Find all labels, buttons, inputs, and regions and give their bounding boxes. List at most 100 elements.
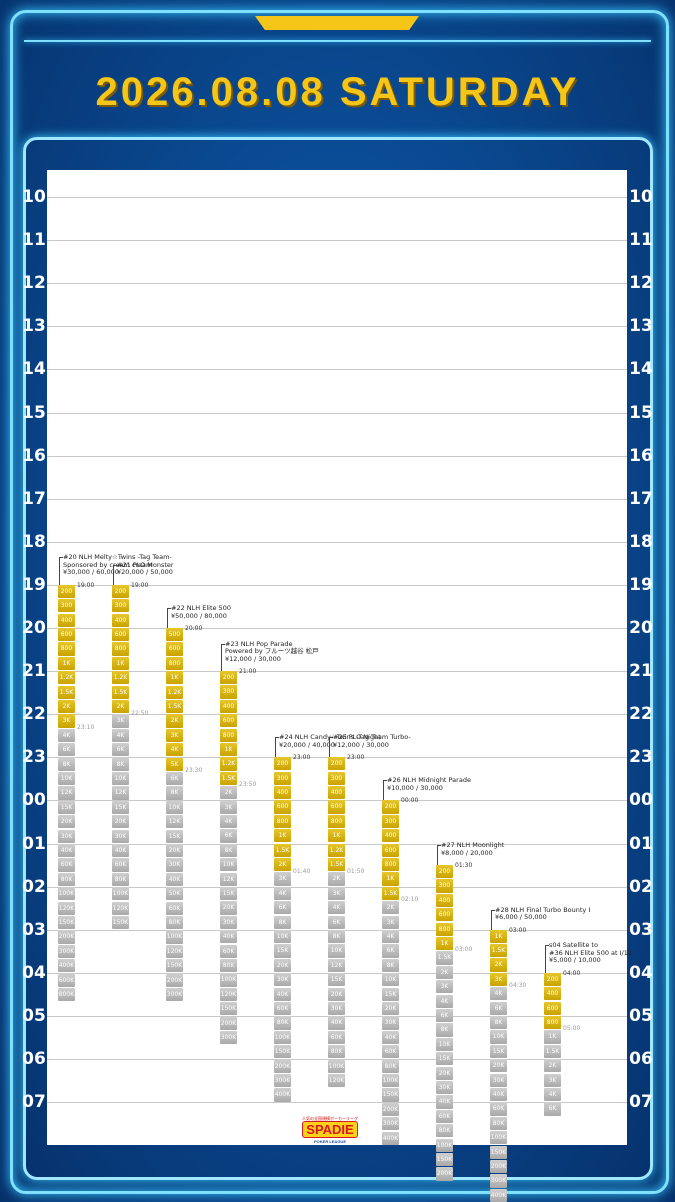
blind-level-cell-registration: 1.5K (166, 700, 183, 714)
blind-level-cell: 4K (382, 929, 399, 944)
blind-level-cell-registration: 200 (58, 584, 75, 599)
title-leader-line (59, 557, 60, 585)
blind-level-cell-registration: 300 (328, 771, 345, 785)
blind-level-cell: 100K (166, 930, 183, 944)
blind-level-cell: 100K (58, 887, 75, 901)
event-title: #28 NLH Final Turbo Bounty I ¥6,000 / 50,… (495, 906, 590, 922)
title-leader-line (491, 909, 492, 930)
blind-level-cell-registration: 1.5K (220, 771, 237, 786)
blind-level-cell: 6K (490, 1001, 507, 1015)
blind-level-cell-registration: 400 (544, 987, 561, 1001)
event-name-line: #21 PLO Monster (117, 560, 174, 569)
blind-level-cell-registration: 1K (220, 743, 237, 757)
blind-level-cell: 20K (490, 1059, 507, 1073)
blind-level-cell: 80K (58, 872, 75, 887)
event-name-line: #27 NLH Moonlight (441, 841, 505, 850)
blind-level-cell-registration: 5K (166, 757, 183, 771)
blind-level-cell-registration: 1.2K (166, 685, 183, 699)
blind-level-cell-registration: 1K (436, 937, 453, 951)
logo-wordmark: SPADIE (302, 1121, 358, 1138)
hour-label: 19 (629, 574, 653, 595)
blind-level-cell: 2K (436, 965, 453, 980)
blind-level-cell-registration: 800 (436, 922, 453, 936)
blind-level-cell: 12K (328, 958, 345, 973)
title-leader-tick (545, 945, 549, 947)
blind-level-cell-registration: 1.5K (328, 858, 345, 872)
blind-level-cell-registration: 600 (436, 908, 453, 922)
blind-level-cell-registration: 1K (490, 929, 507, 943)
blind-level-cell-registration: 300 (112, 599, 129, 613)
blind-level-cell-registration: 1K (328, 829, 345, 843)
blind-level-cell: 150K (166, 959, 183, 973)
blind-level-cell: 60K (328, 1030, 345, 1045)
outer-frame (10, 10, 669, 1194)
blind-level-cell: 100K (274, 1030, 291, 1045)
hour-label: 15 (629, 402, 653, 423)
blind-level-cell-registration: 300 (58, 599, 75, 613)
hour-gridline (47, 369, 627, 371)
blind-level-cell: 3K (274, 872, 291, 886)
blind-level-cell: 100K (112, 887, 129, 901)
blind-level-cell: 4K (328, 901, 345, 915)
title-leader-line (113, 564, 114, 585)
late-registration-time-label: 22:50 (131, 709, 149, 717)
start-time-label: 21:00 (239, 668, 257, 676)
event-name-line: #22 NLH Elite 500 (171, 604, 231, 612)
blind-level-cell: 60K (436, 1109, 453, 1124)
blind-level-cell: 8K (112, 757, 129, 771)
blind-level-cell: 3K (220, 800, 237, 814)
blind-level-cell: 100K (328, 1059, 345, 1073)
blind-level-cell: 3K (382, 915, 399, 929)
blind-level-cell-registration: 3K (58, 714, 75, 728)
blind-level-cell: 4K (112, 728, 129, 743)
blind-level-cell-registration: 600 (220, 714, 237, 728)
hour-label: 03 (22, 919, 46, 940)
hour-label: 05 (629, 1005, 653, 1026)
blind-level-cell-registration: 400 (382, 829, 399, 843)
blind-level-cell-registration: 400 (220, 699, 237, 714)
blind-level-cell: 3K (112, 714, 129, 728)
blind-level-cell: 3K (544, 1073, 561, 1087)
blind-level-cell: 80K (490, 1116, 507, 1131)
blind-level-cell: 4K (436, 994, 453, 1008)
hour-gridline (47, 240, 627, 242)
blind-level-cell: 15K (382, 987, 399, 1001)
blind-level-cell: 20K (58, 815, 75, 829)
hour-label: 11 (22, 230, 46, 251)
start-time-label: 01:30 (455, 862, 473, 870)
blind-level-cell: 10K (220, 858, 237, 872)
title-leader-tick (167, 608, 171, 609)
blind-level-cell: 100K (220, 973, 237, 987)
blind-level-cell-registration: 1K (166, 671, 183, 685)
blind-level-cell: 40K (490, 1088, 507, 1102)
blind-level-cell-registration: 600 (382, 843, 399, 857)
title-leader-line (545, 945, 546, 973)
blind-level-cell: 300K (382, 1117, 399, 1131)
blind-level-cell-registration: 1K (58, 656, 75, 671)
blind-level-cell-registration: 1K (382, 872, 399, 886)
blind-level-cell: 40K (112, 844, 129, 858)
blind-level-cell-registration: 400 (58, 613, 75, 627)
event-name-line: #24 NLH Candy☆Twins -Tag Team Turbo- (279, 733, 411, 742)
blind-level-cell: 20K (112, 815, 129, 829)
blind-level-cell-registration: 300 (382, 814, 399, 828)
blind-level-cell: 8K (436, 1023, 453, 1037)
blind-level-cell: 150K (112, 916, 129, 930)
blind-level-cell: 600K (58, 973, 75, 987)
start-time-label: 03:00 (509, 926, 527, 934)
top-tab-decoration (255, 16, 419, 30)
start-time-label: 04:00 (563, 969, 581, 977)
blind-level-cell-registration: 200 (382, 800, 399, 814)
event-buyin: ¥10,000 / 30,000 (387, 783, 443, 792)
logo-subtitle: POKER LEAGUE (313, 1139, 346, 1144)
event-title: #23 NLH Pop Parade Powered by フルーツ越谷 松戸 ¥1… (225, 640, 319, 664)
blind-level-cell: 60K (274, 1002, 291, 1016)
blind-level-cell: 8K (220, 843, 237, 858)
blind-level-cell-registration: 400 (436, 893, 453, 908)
hour-label: 02 (22, 876, 46, 897)
blind-level-cell: 400K (274, 1088, 291, 1102)
blind-level-cell: 150K (220, 1002, 237, 1016)
blind-level-cell-registration: 1.5K (274, 843, 291, 857)
blind-level-cell: 300K (58, 944, 75, 959)
hour-gridline (47, 541, 627, 543)
